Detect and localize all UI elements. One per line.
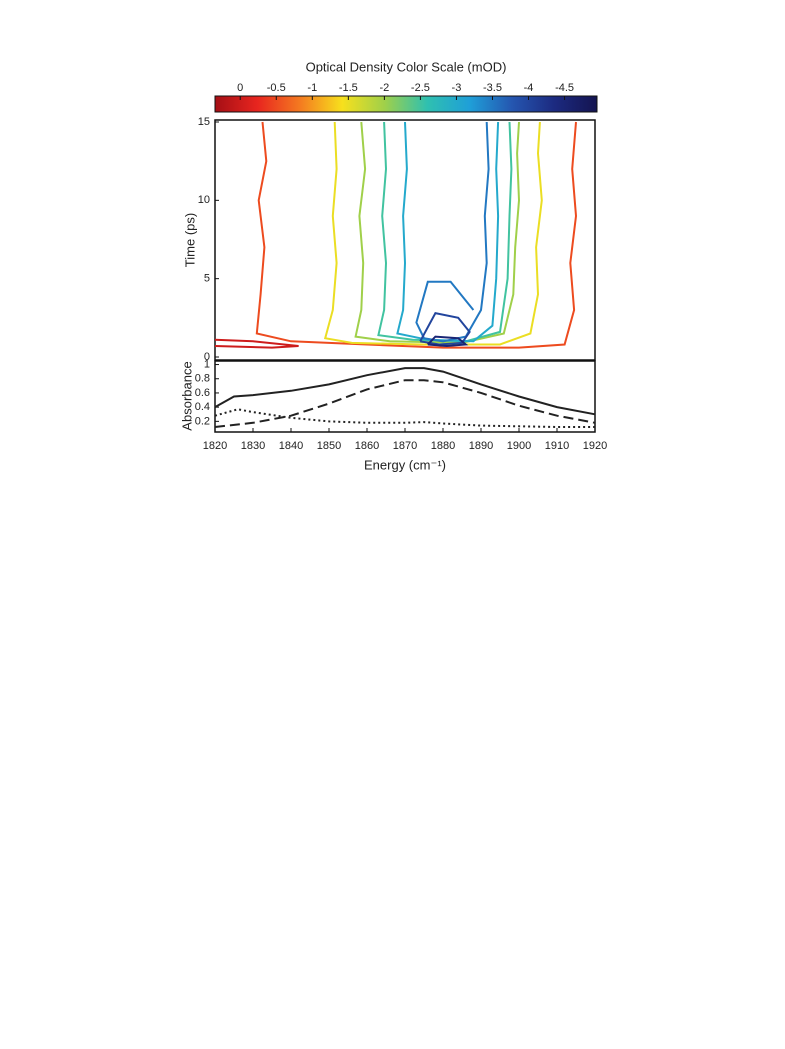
y-tick-label: 0.8 xyxy=(195,373,210,385)
colorbar-tick-label: -3.5 xyxy=(483,82,502,94)
colorbar-title: Optical Density Color Scale (mOD) xyxy=(306,59,507,74)
x-tick-label: 1880 xyxy=(431,440,455,452)
y-tick-label: 0.4 xyxy=(195,401,210,413)
contour-line xyxy=(255,121,578,349)
x-tick-label: 1890 xyxy=(469,440,493,452)
contour-line xyxy=(415,121,490,343)
colorbar-tick-label: -3 xyxy=(452,82,462,94)
spectrum-line xyxy=(214,379,596,428)
colorbar-tick-label: -1 xyxy=(307,82,317,94)
spectrum-line xyxy=(214,367,596,416)
x-tick-label: 1830 xyxy=(241,440,265,452)
x-tick-label: 1850 xyxy=(317,440,341,452)
colorbar-tick-label: 0 xyxy=(237,82,243,94)
colorbar-tick-label: -4 xyxy=(524,82,534,94)
x-tick-label: 1820 xyxy=(203,440,227,452)
spectrum-line xyxy=(214,408,595,428)
contour-line xyxy=(427,335,469,348)
x-tick-label: 1900 xyxy=(507,440,531,452)
x-tick-label: 1920 xyxy=(583,440,607,452)
x-tick-label: 1870 xyxy=(393,440,417,452)
y-tick-label: 1 xyxy=(204,358,210,370)
y-tick-label: 0.6 xyxy=(195,387,210,399)
colorbar-tick-label: -0.5 xyxy=(267,82,286,94)
contour-line xyxy=(323,121,543,346)
colorbar-tick-label: -1.5 xyxy=(339,82,358,94)
contour-line xyxy=(396,121,500,343)
y-tick-label: 0.2 xyxy=(195,415,210,427)
y-tick-label: 15 xyxy=(198,116,210,128)
y-tick-label: 10 xyxy=(198,194,210,206)
contour-line xyxy=(214,338,299,349)
y-axis-label: Absorbance xyxy=(179,361,194,430)
y-tick-label: 0 xyxy=(204,351,210,363)
x-tick-label: 1840 xyxy=(279,440,303,452)
x-tick-label: 1860 xyxy=(355,440,379,452)
colorbar xyxy=(214,95,598,113)
contour-frame xyxy=(214,119,596,361)
x-tick-label: 1910 xyxy=(545,440,569,452)
spectrum-frame xyxy=(214,360,596,433)
colorbar-tick-label: -2.5 xyxy=(411,82,430,94)
y-axis-label: Time (ps) xyxy=(182,213,197,267)
colorbar-tick-label: -2 xyxy=(379,82,389,94)
x-axis-label: Energy (cm⁻¹) xyxy=(364,457,446,472)
colorbar-tick-label: -4.5 xyxy=(555,82,574,94)
y-tick-label: 5 xyxy=(204,273,210,285)
contour-line xyxy=(377,121,513,343)
